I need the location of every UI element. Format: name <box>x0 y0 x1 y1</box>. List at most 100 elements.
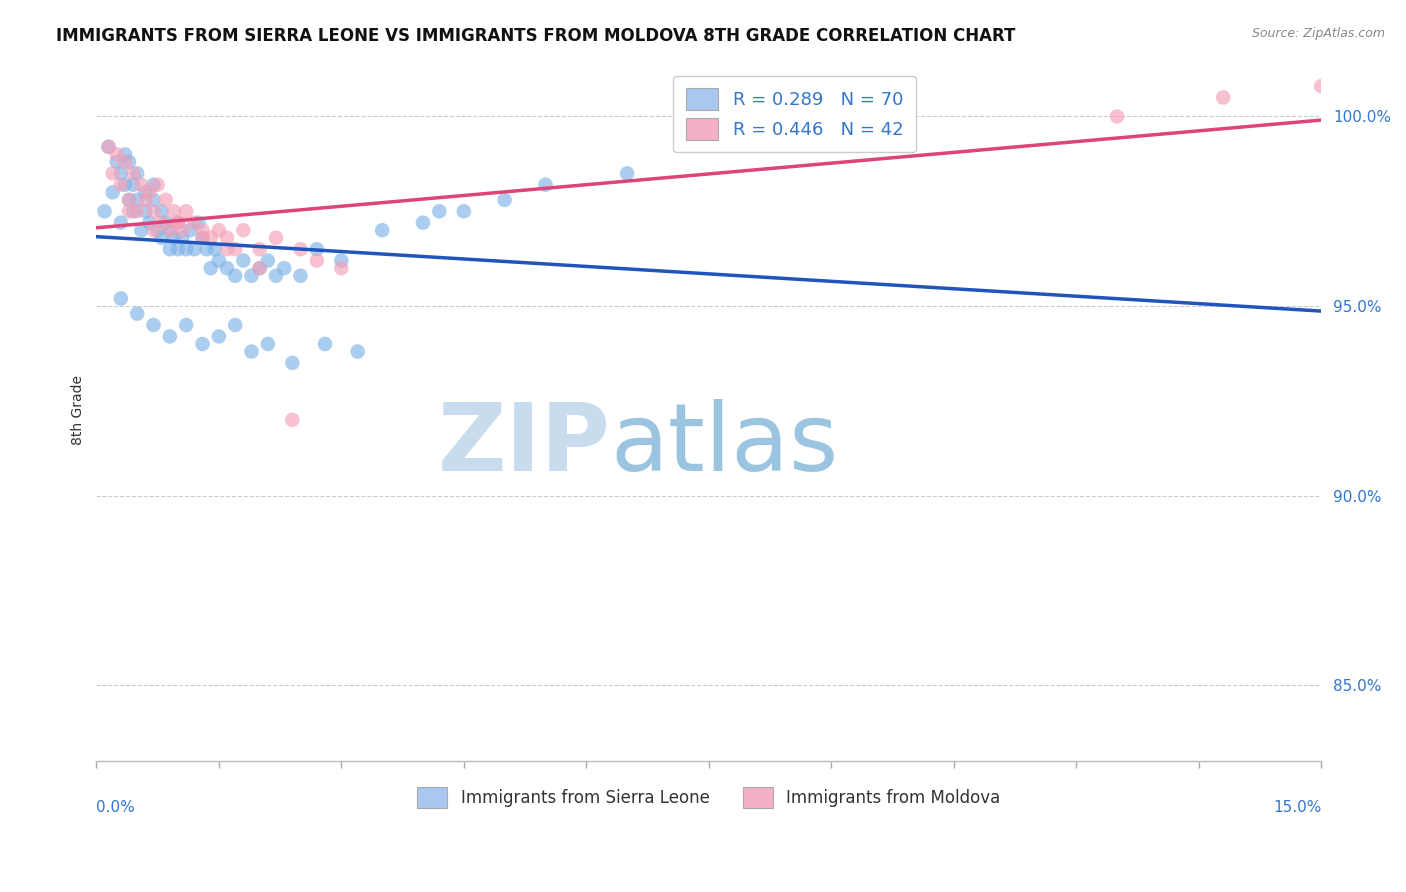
Text: 15.0%: 15.0% <box>1272 799 1322 814</box>
Point <box>127 193 149 207</box>
Point <box>163 204 186 219</box>
Point <box>172 223 194 237</box>
Point <box>187 216 209 230</box>
Point <box>155 193 177 207</box>
Point <box>163 231 186 245</box>
Point <box>183 242 205 256</box>
Point <box>314 337 336 351</box>
Point <box>127 307 149 321</box>
Point <box>249 261 271 276</box>
Point <box>208 253 231 268</box>
Point <box>174 242 197 256</box>
Point <box>129 178 152 192</box>
Text: atlas: atlas <box>610 400 839 491</box>
Point <box>191 337 214 351</box>
Point <box>224 242 246 256</box>
Point <box>118 193 141 207</box>
Point <box>134 186 156 200</box>
Text: Source: ZipAtlas.com: Source: ZipAtlas.com <box>1251 27 1385 40</box>
Point <box>159 329 181 343</box>
Point <box>224 318 246 332</box>
Point <box>200 261 222 276</box>
Point <box>127 166 149 180</box>
Point <box>134 193 156 207</box>
Point <box>118 193 141 207</box>
Point <box>273 261 295 276</box>
Point <box>110 292 132 306</box>
Point <box>118 204 141 219</box>
Point <box>167 216 190 230</box>
Point <box>167 242 190 256</box>
Point <box>281 413 304 427</box>
Point <box>114 155 136 169</box>
Point <box>281 356 304 370</box>
Point <box>159 223 181 237</box>
Point <box>290 242 312 256</box>
Point <box>142 204 165 219</box>
Point <box>195 242 218 256</box>
Point <box>105 147 128 161</box>
Point <box>122 166 145 180</box>
Point <box>93 204 115 219</box>
Point <box>142 318 165 332</box>
Point <box>232 223 254 237</box>
Point <box>146 223 169 237</box>
Point <box>142 178 165 192</box>
Point <box>105 155 128 169</box>
Point <box>224 268 246 283</box>
Point <box>346 344 368 359</box>
Point <box>179 223 201 237</box>
Point <box>494 193 516 207</box>
Point <box>191 231 214 245</box>
Point <box>305 253 328 268</box>
Point <box>453 204 475 219</box>
Point <box>215 242 238 256</box>
Point <box>138 186 160 200</box>
Point <box>412 216 434 230</box>
Y-axis label: 8th Grade: 8th Grade <box>72 376 86 445</box>
Point <box>305 242 328 256</box>
Point <box>290 268 312 283</box>
Point <box>264 268 287 283</box>
Point <box>330 261 353 276</box>
Point <box>114 178 136 192</box>
Point <box>127 204 149 219</box>
Point <box>150 216 173 230</box>
Point <box>1105 110 1128 124</box>
Point <box>155 216 177 230</box>
Point <box>191 231 214 245</box>
Text: ZIP: ZIP <box>437 400 610 491</box>
Point <box>256 253 278 268</box>
Point <box>249 242 271 256</box>
Point <box>204 242 226 256</box>
Point <box>122 204 145 219</box>
Point <box>142 193 165 207</box>
Point <box>616 166 638 180</box>
Point <box>118 155 141 169</box>
Point <box>101 166 124 180</box>
Point <box>134 204 156 219</box>
Point <box>183 216 205 230</box>
Point <box>150 204 173 219</box>
Point <box>110 216 132 230</box>
Point <box>174 204 197 219</box>
Point <box>159 242 181 256</box>
Point <box>167 216 190 230</box>
Point <box>200 231 222 245</box>
Point <box>232 253 254 268</box>
Text: IMMIGRANTS FROM SIERRA LEONE VS IMMIGRANTS FROM MOLDOVA 8TH GRADE CORRELATION CH: IMMIGRANTS FROM SIERRA LEONE VS IMMIGRAN… <box>56 27 1015 45</box>
Point <box>97 140 120 154</box>
Point <box>146 178 169 192</box>
Point <box>208 329 231 343</box>
Point <box>256 337 278 351</box>
Point <box>159 223 181 237</box>
Point <box>215 261 238 276</box>
Point <box>427 204 450 219</box>
Point <box>142 223 165 237</box>
Point <box>101 186 124 200</box>
Point <box>114 147 136 161</box>
Point <box>174 318 197 332</box>
Point <box>1212 90 1234 104</box>
Point <box>129 223 152 237</box>
Point <box>191 223 214 237</box>
